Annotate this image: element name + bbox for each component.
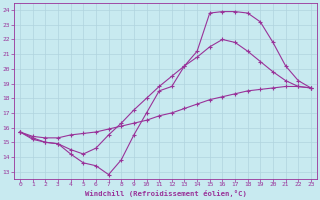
X-axis label: Windchill (Refroidissement éolien,°C): Windchill (Refroidissement éolien,°C): [84, 190, 246, 197]
